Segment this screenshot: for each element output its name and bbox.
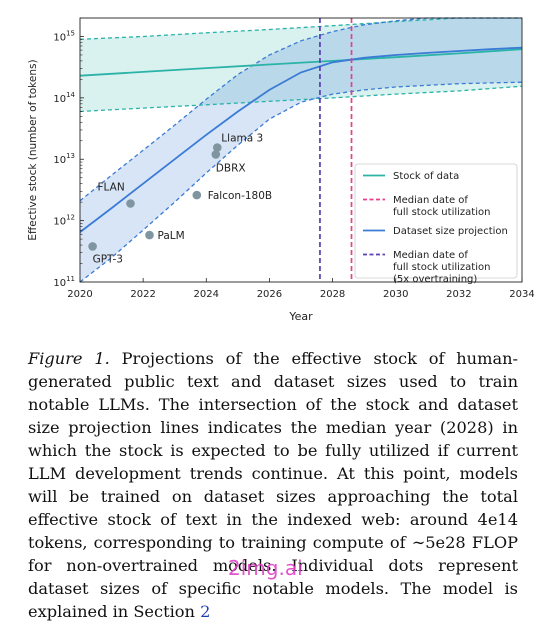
model-point — [88, 242, 97, 251]
projection-lower-bound-line — [79, 81, 523, 283]
model-point — [211, 150, 221, 159]
uncertainty-bands — [80, 18, 522, 282]
legend-label: (5x overtraining) — [393, 274, 477, 285]
y-tick-label: 1011 — [53, 275, 75, 289]
model-label: GPT-3 — [93, 253, 123, 265]
series-lines — [79, 17, 523, 283]
legend-label: Stock of data — [393, 171, 459, 182]
legend-label: full stock utilization — [393, 207, 490, 218]
model-label: Llama 3 — [221, 133, 263, 145]
model-point — [192, 190, 202, 200]
legend-label: full stock utilization — [393, 262, 490, 273]
section-reference-link[interactable]: 2 — [200, 602, 211, 621]
legend-label: Dataset size projection — [393, 226, 508, 237]
model-point — [213, 143, 222, 152]
x-tick-label: 2024 — [194, 289, 219, 300]
y-tick-label: 1014 — [53, 91, 75, 105]
watermark: 2img.ai — [228, 556, 303, 580]
model-point — [145, 230, 154, 240]
caption-label: Figure 1. — [28, 349, 110, 368]
plot-frame — [79, 17, 523, 283]
model-label: Falcon-180B — [208, 190, 272, 202]
x-tick-label: 2026 — [257, 289, 282, 300]
legend-label: Median date of — [393, 195, 468, 206]
projection-uncertainty-band — [80, 18, 522, 282]
x-axis-ticks: 2020 2022 2024 2026 2028 2030 2032 2034 — [67, 278, 535, 300]
x-tick-label: 2022 — [130, 289, 155, 300]
utilization-date-lines — [319, 18, 353, 282]
stock-uncertainty-band — [80, 18, 522, 112]
y-tick-label: 1015 — [53, 29, 75, 43]
y-axis-ticks: 1011 1012 1013 1014 1015 — [53, 17, 84, 289]
model-points: GPT-3 FLAN PaLM Falcon-180B DBRX Llama 3 — [88, 133, 272, 265]
model-label: DBRX — [216, 162, 246, 174]
model-label: PaLM — [158, 230, 185, 242]
x-axis-label: Year — [288, 310, 313, 323]
caption-body: Projections of the effective stock of hu… — [28, 349, 518, 621]
model-label: FLAN — [98, 182, 125, 194]
y-axis-label: Effective stock (number of tokens) — [27, 59, 39, 240]
stock-median-line — [79, 48, 523, 77]
stock-upper-bound-line — [79, 17, 522, 40]
stock-lower-bound-line — [79, 85, 523, 113]
y-tick-label: 1013 — [53, 152, 75, 166]
x-tick-label: 2030 — [383, 289, 408, 300]
model-point — [126, 199, 135, 208]
projection-chart: GPT-3 FLAN PaLM Falcon-180B DBRX Llama 3 2020… — [27, 17, 535, 323]
y-tick-label: 1012 — [53, 214, 75, 228]
x-tick-label: 2020 — [67, 289, 92, 300]
projection-median-line — [79, 46, 523, 233]
legend-label: Median date of — [393, 250, 468, 261]
x-tick-label: 2032 — [446, 289, 471, 300]
x-tick-label: 2034 — [509, 289, 534, 300]
legend-box — [354, 163, 518, 279]
x-tick-label: 2028 — [320, 289, 345, 300]
